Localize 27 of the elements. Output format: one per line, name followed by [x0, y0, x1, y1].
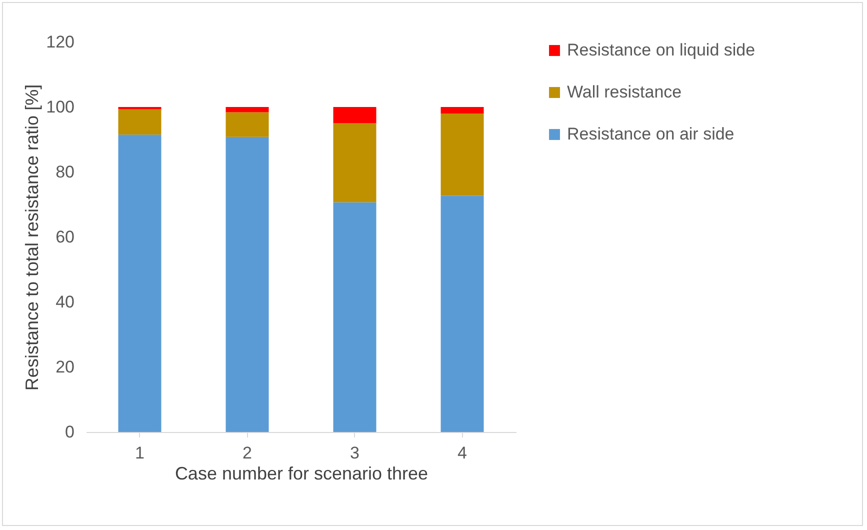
y-tick-label: 120 [46, 32, 74, 52]
bar [226, 136, 269, 432]
bar [440, 114, 484, 196]
y-tick-label: 60 [56, 228, 74, 246]
bar [226, 107, 269, 112]
y-axis-title: Resistance to total resistance ratio [%] [22, 84, 42, 391]
x-axis-title: Case number for scenario three [174, 464, 428, 484]
legend-label: Wall resistance [567, 82, 682, 102]
bar [118, 109, 162, 135]
bar [440, 107, 484, 114]
x-tick-label: 1 [135, 444, 144, 462]
y-tick-label: 20 [56, 358, 74, 376]
x-tick-label: 2 [242, 444, 252, 462]
legend-label: Resistance on liquid side [567, 40, 756, 60]
bar [226, 112, 269, 137]
y-tick-label: 40 [56, 292, 74, 312]
x-tick-label: 4 [458, 444, 467, 462]
bar [333, 107, 376, 124]
bar [440, 196, 484, 432]
x-tick-label: 3 [350, 444, 360, 462]
y-tick-label: 80 [56, 162, 74, 182]
bar [333, 123, 376, 202]
bar [118, 134, 162, 432]
bar [333, 202, 376, 432]
legend-label: Resistance on air side [567, 124, 734, 144]
y-tick-label: 0 [65, 422, 74, 442]
y-tick-label: 100 [46, 98, 74, 116]
